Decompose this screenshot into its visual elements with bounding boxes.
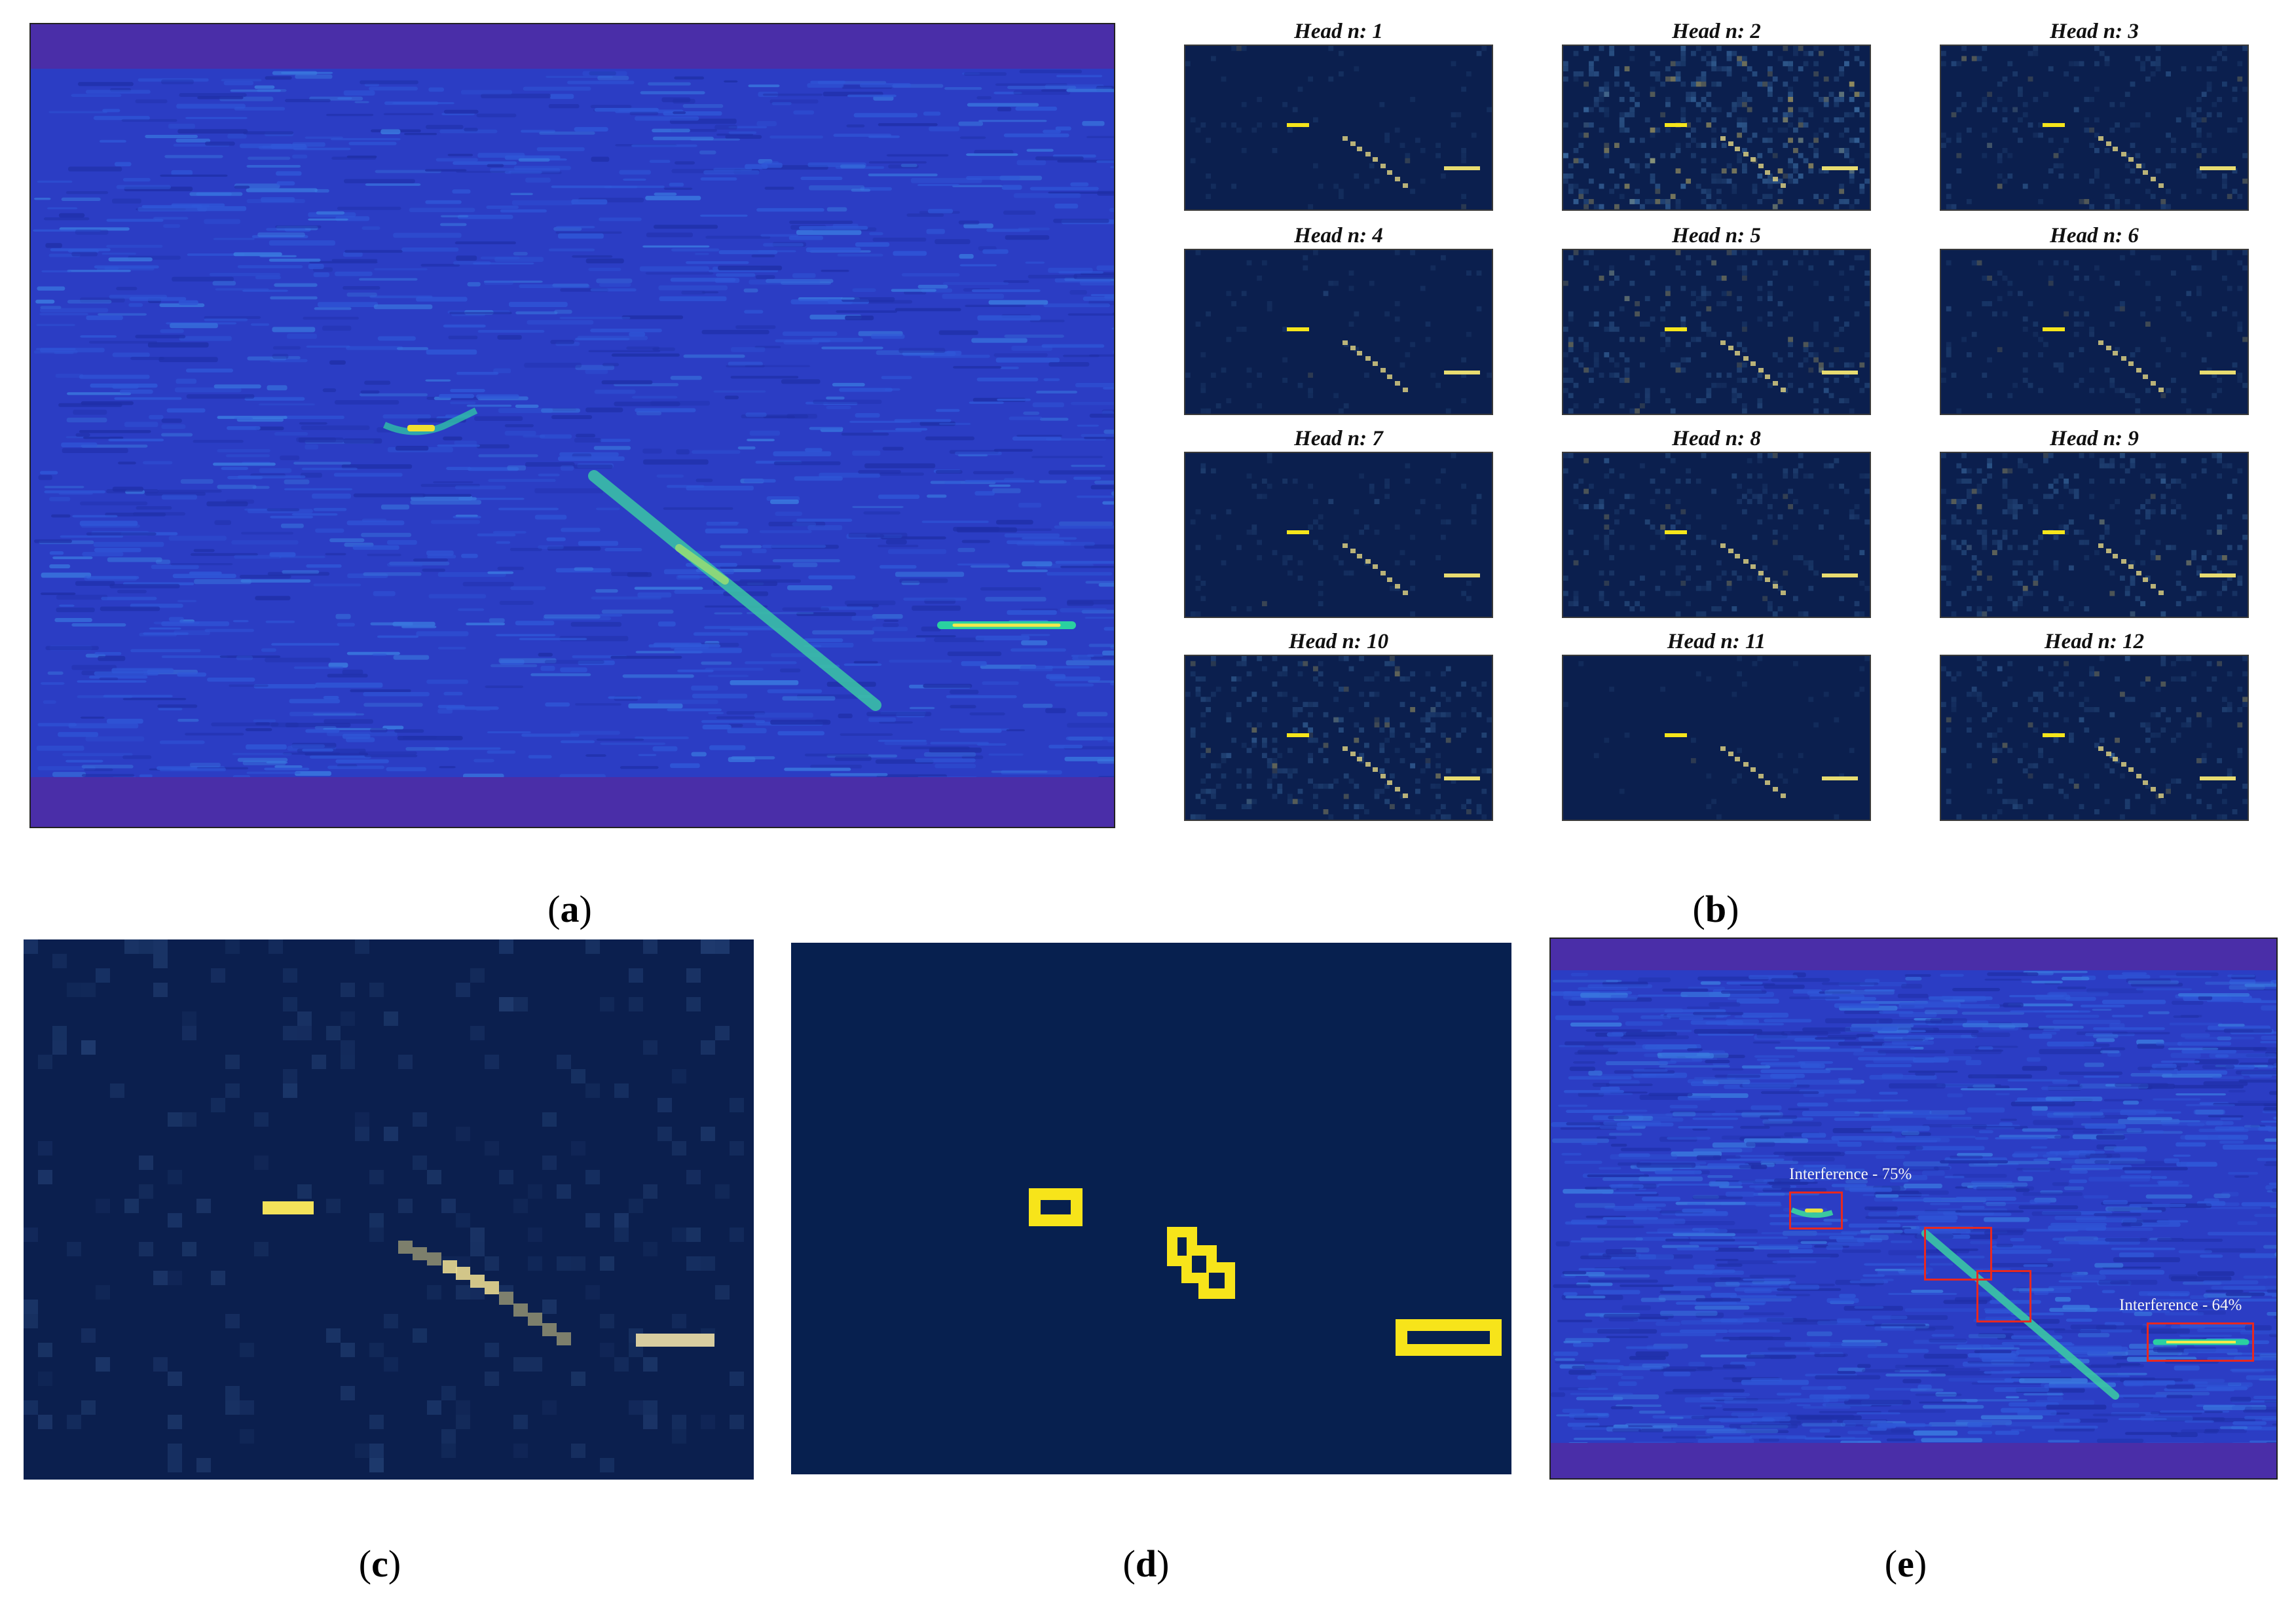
detection-label: Interference - 64% [2119, 1296, 2242, 1314]
caption-a: (a) [547, 888, 592, 930]
spectrogram-a [31, 24, 1114, 827]
detection-box [2147, 1322, 2254, 1362]
attention-head-map [1184, 452, 1493, 618]
attention-head-map [1940, 45, 2249, 211]
attention-map-panel-c [24, 939, 754, 1480]
spectrogram-e [1551, 939, 2276, 1478]
caption-b: (b) [1692, 888, 1739, 930]
caption-e: (e) [1884, 1542, 1927, 1585]
head-title: Head n: 5 [1672, 224, 1761, 247]
head-title: Head n: 4 [1294, 224, 1383, 247]
detection-box [1789, 1192, 1843, 1229]
attention-head-map [1562, 45, 1871, 211]
caption-d: (d) [1122, 1542, 1170, 1585]
mask-d [791, 943, 1511, 1474]
detection-box [1976, 1270, 2031, 1322]
attention-head-map [1562, 249, 1871, 415]
head-title: Head n: 7 [1294, 427, 1383, 450]
attention-head-map [1562, 452, 1871, 618]
head-title: Head n: 11 [1667, 630, 1766, 653]
head-title: Head n: 9 [2050, 427, 2139, 450]
detection-box [1924, 1227, 1992, 1281]
head-title: Head n: 3 [2050, 20, 2139, 43]
attention-head-map [1940, 655, 2249, 821]
attention-head-map [1184, 45, 1493, 211]
attention-head-map [1562, 655, 1871, 821]
head-title: Head n: 6 [2050, 224, 2139, 247]
head-title: Head n: 10 [1288, 630, 1389, 653]
attention-head-map [1184, 655, 1493, 821]
attention-head-map [1940, 249, 2249, 415]
mask-panel-d [791, 943, 1511, 1474]
head-title: Head n: 2 [1672, 20, 1761, 43]
caption-c: (c) [358, 1542, 401, 1585]
detection-panel-e: Interference - 75% Interference - 64% [1549, 938, 2278, 1480]
head-title: Head n: 8 [1672, 427, 1761, 450]
head-title: Head n: 1 [1294, 20, 1383, 43]
head-title: Head n: 12 [2044, 630, 2145, 653]
attention-head-map [1940, 452, 2249, 618]
detection-label: Interference - 75% [1789, 1165, 1912, 1183]
attention-map-c [24, 939, 754, 1480]
spectrogram-panel-a [29, 23, 1115, 828]
attention-head-map [1184, 249, 1493, 415]
